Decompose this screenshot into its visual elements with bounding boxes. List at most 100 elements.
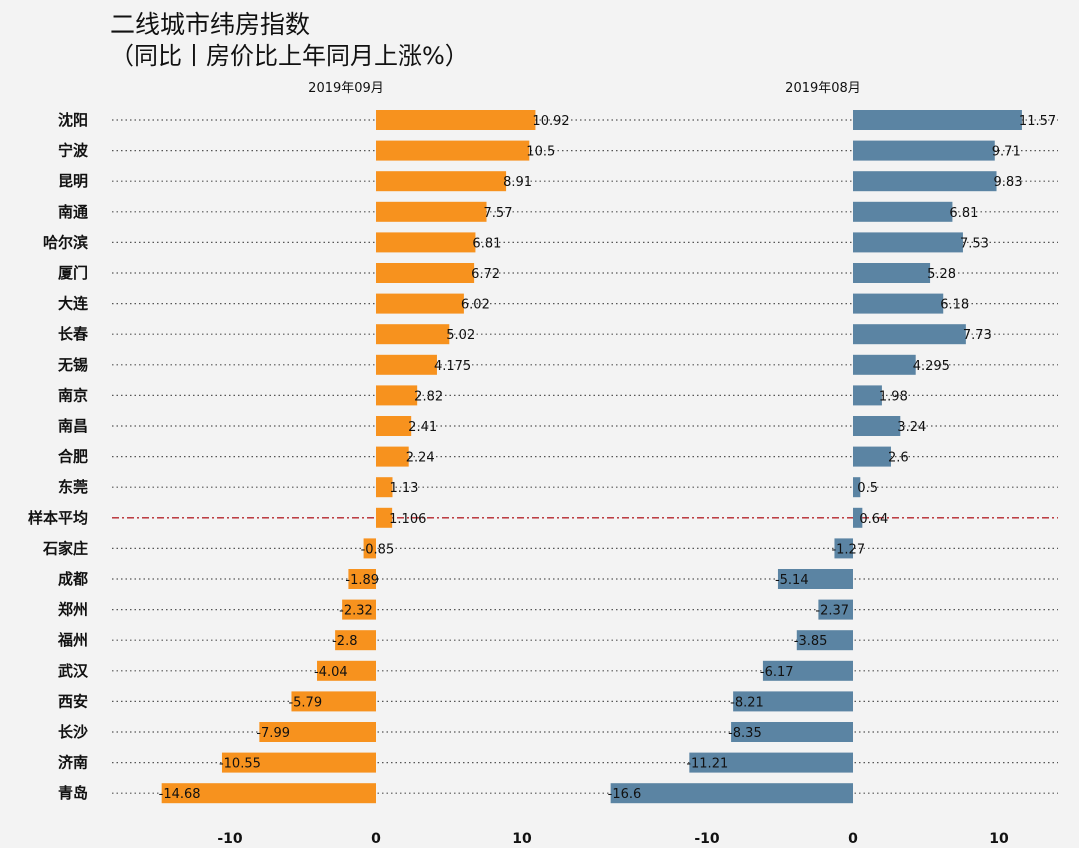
value-label: -8.21 bbox=[730, 695, 764, 710]
city-label: 东莞 bbox=[58, 478, 88, 496]
bar bbox=[610, 783, 853, 804]
bar bbox=[348, 569, 376, 589]
bar bbox=[853, 263, 931, 283]
value-label: 2.41 bbox=[408, 420, 437, 435]
value-label: 2.82 bbox=[414, 389, 443, 404]
value-label: 9.71 bbox=[992, 145, 1021, 160]
city-label: 长春 bbox=[58, 325, 88, 343]
value-label: -2.32 bbox=[339, 604, 373, 619]
value-label: 6.18 bbox=[940, 298, 969, 313]
panel-september: 2019年09月 10.92 10.5 8.91 7.57 6.81 6.72 6.02 5.0… bbox=[159, 81, 570, 847]
value-label: 6.02 bbox=[461, 298, 490, 313]
chart-subtitle: （同比丨房价比上年同月上涨%） bbox=[110, 42, 469, 70]
bar bbox=[376, 507, 393, 528]
value-label: 7.57 bbox=[484, 206, 513, 221]
bar bbox=[689, 752, 853, 773]
city-label: 济南 bbox=[58, 754, 88, 772]
value-label: 6.81 bbox=[949, 206, 978, 221]
bar bbox=[853, 354, 916, 375]
bar bbox=[317, 660, 376, 681]
value-label: 10.92 bbox=[532, 114, 569, 129]
city-label: 南通 bbox=[58, 203, 88, 221]
city-label: 石家庄 bbox=[42, 539, 88, 557]
bar bbox=[853, 293, 944, 314]
value-label: 6.72 bbox=[471, 267, 500, 282]
value-label: 9.83 bbox=[994, 175, 1023, 190]
bar bbox=[733, 691, 853, 712]
city-label: 宁波 bbox=[58, 142, 89, 160]
value-label: -10.55 bbox=[219, 757, 261, 772]
bar bbox=[376, 263, 475, 283]
bar bbox=[376, 354, 437, 375]
value-label: 10.5 bbox=[526, 145, 555, 160]
bar bbox=[342, 599, 376, 620]
value-label: 2.6 bbox=[888, 451, 909, 466]
value-label: 4.295 bbox=[913, 359, 950, 374]
bar bbox=[376, 171, 507, 192]
city-label: 西安 bbox=[58, 692, 88, 710]
value-label: -6.17 bbox=[760, 665, 794, 680]
city-label: 沈阳 bbox=[58, 111, 88, 129]
value-label: 2.24 bbox=[406, 451, 435, 466]
city-label: 昆明 bbox=[58, 172, 88, 190]
value-label: 6.81 bbox=[472, 236, 501, 251]
city-label: 长沙 bbox=[58, 723, 88, 741]
value-label: -7.99 bbox=[256, 726, 290, 741]
bar bbox=[363, 538, 376, 559]
city-label: 无锡 bbox=[57, 356, 88, 374]
x-tick-label: 10 bbox=[989, 831, 1009, 847]
value-label: 5.28 bbox=[927, 267, 956, 282]
bar bbox=[853, 140, 995, 161]
value-label: 7.73 bbox=[963, 328, 992, 343]
city-label: 武汉 bbox=[58, 662, 89, 680]
value-label: 4.175 bbox=[434, 359, 471, 374]
value-label: 1.98 bbox=[879, 389, 908, 404]
value-label: -8.35 bbox=[728, 726, 762, 741]
value-label: 8.91 bbox=[503, 175, 532, 190]
city-label: 南昌 bbox=[58, 417, 88, 435]
city-label: 郑州 bbox=[58, 601, 88, 619]
panel-title: 2019年09月 bbox=[308, 81, 384, 96]
value-label: -4.04 bbox=[314, 665, 348, 680]
bar bbox=[221, 752, 376, 773]
x-tick-label: -10 bbox=[217, 831, 243, 847]
city-label: 厦门 bbox=[58, 264, 88, 282]
bar bbox=[818, 599, 853, 620]
value-label: -11.21 bbox=[686, 757, 728, 772]
bar bbox=[376, 140, 530, 161]
city-label: 合肥 bbox=[57, 448, 88, 466]
value-label: 1.13 bbox=[389, 481, 418, 496]
bar bbox=[376, 201, 487, 222]
value-label: 0.5 bbox=[857, 481, 878, 496]
x-tick-label: -10 bbox=[694, 831, 720, 847]
bar bbox=[335, 630, 376, 651]
value-label: 3.24 bbox=[897, 420, 926, 435]
bar bbox=[853, 507, 863, 528]
bar bbox=[161, 783, 376, 804]
bar bbox=[853, 110, 1022, 130]
value-label: 7.53 bbox=[960, 236, 989, 251]
value-label: -2.8 bbox=[332, 634, 357, 649]
city-label: 大连 bbox=[58, 295, 89, 313]
city-label: 福州 bbox=[57, 631, 88, 649]
panel-title: 2019年08月 bbox=[785, 81, 861, 96]
dotted-leaders bbox=[112, 119, 1058, 794]
city-label: 成都 bbox=[58, 570, 88, 588]
chart-title: 二线城市纬房指数 bbox=[110, 10, 310, 39]
bar bbox=[796, 630, 853, 651]
bar bbox=[853, 385, 882, 406]
bar bbox=[376, 477, 393, 498]
bar bbox=[291, 691, 376, 712]
value-label: -16.6 bbox=[608, 787, 642, 802]
bar bbox=[376, 110, 536, 130]
bar bbox=[853, 171, 997, 192]
value-label: -1.27 bbox=[831, 542, 865, 557]
bar bbox=[376, 232, 476, 253]
bar bbox=[777, 569, 853, 589]
city-label: 哈尔滨 bbox=[43, 233, 88, 251]
bar bbox=[259, 722, 376, 742]
x-tick-label: 10 bbox=[512, 831, 532, 847]
x-tick-label: 0 bbox=[371, 831, 381, 847]
value-label: -5.79 bbox=[288, 695, 322, 710]
